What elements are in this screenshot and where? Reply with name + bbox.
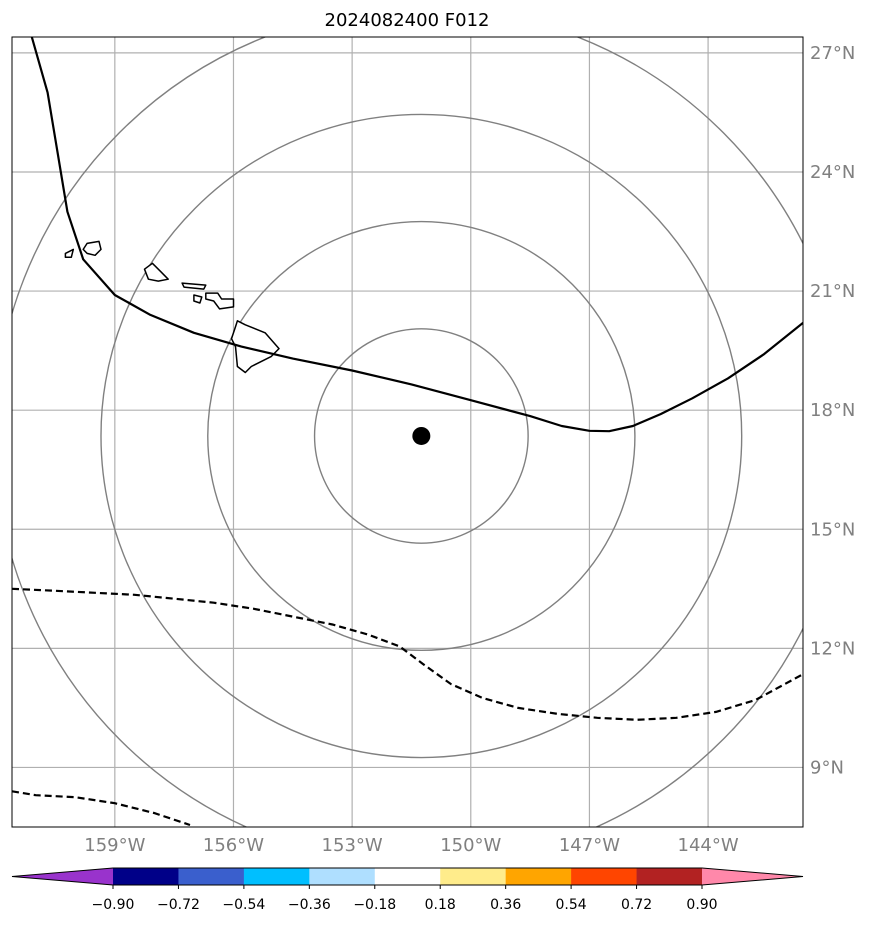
colorbar-tick-label: −0.18 <box>353 897 396 913</box>
colorbar-bin <box>374 868 441 885</box>
longitude-labels: 159°W 156°W 153°W 150°W 147°W 144°W <box>84 835 739 856</box>
range-ring <box>313 328 529 544</box>
colorbar-tick-label: −0.90 <box>92 897 135 913</box>
lat-label: 9°N <box>810 757 844 778</box>
colorbar-tick-label: 0.18 <box>425 897 456 913</box>
map-frame <box>11 36 804 828</box>
solid-contour <box>30 37 803 433</box>
lon-label: 159°W <box>84 835 145 856</box>
hawaiian-islands <box>64 240 280 374</box>
dashed-contour <box>12 587 803 721</box>
range-ring <box>207 220 636 652</box>
colorbar-bin <box>571 868 637 885</box>
colorbar-tick-label: 0.36 <box>490 897 521 913</box>
map-title: 2024082400 F012 <box>325 10 490 31</box>
island-kauai <box>82 240 102 257</box>
lon-label: 144°W <box>678 835 739 856</box>
colorbar-tick-label: 0.90 <box>686 897 717 913</box>
island-maui <box>205 292 235 310</box>
colorbar: −0.90 −0.72 −0.54 −0.36 −0.18 0.18 0.36 0.54 0.7… <box>11 867 804 913</box>
island-hawaii <box>230 320 280 374</box>
lat-label: 24°N <box>810 162 855 183</box>
colorbar-bin <box>113 868 179 885</box>
graticule <box>12 37 803 827</box>
island-lanai <box>193 294 203 304</box>
storm-center-marker <box>412 426 431 445</box>
lon-label: 153°W <box>322 835 383 856</box>
lon-label: 147°W <box>559 835 620 856</box>
lon-label: 150°W <box>440 835 501 856</box>
range-rings <box>12 37 803 827</box>
lat-label: 21°N <box>810 281 855 302</box>
colorbar-tick-label: 0.54 <box>556 897 587 913</box>
colorbar-tick-label: −0.72 <box>157 897 200 913</box>
island-niihau <box>64 248 75 259</box>
dashed-contour <box>12 790 191 827</box>
colorbar-bin <box>636 868 703 885</box>
colorbar-bin <box>309 868 376 885</box>
lat-label: 18°N <box>810 400 855 421</box>
colorbar-bin <box>178 868 245 885</box>
colorbar-bin <box>440 868 506 885</box>
contour-lines <box>12 37 803 827</box>
latitude-labels: 27°N 24°N 21°N 18°N 15°N 12°N 9°N <box>810 43 855 779</box>
colorbar-extend-high <box>702 868 803 885</box>
island-oahu <box>143 262 169 282</box>
lat-label: 15°N <box>810 519 855 540</box>
colorbar-tick-label: 0.72 <box>621 897 652 913</box>
island-molokai <box>181 282 207 290</box>
storm-center-group <box>412 426 431 445</box>
map-area <box>12 37 803 827</box>
colorbar-tick-label: −0.36 <box>288 897 331 913</box>
colorbar-tick-label: −0.54 <box>222 897 265 913</box>
lon-label: 156°W <box>203 835 264 856</box>
lat-label: 12°N <box>810 638 855 659</box>
colorbar-bin <box>505 868 572 885</box>
colorbar-bin <box>243 868 310 885</box>
colorbar-extend-low <box>12 868 113 885</box>
range-ring <box>100 113 743 759</box>
lat-label: 27°N <box>810 43 855 64</box>
